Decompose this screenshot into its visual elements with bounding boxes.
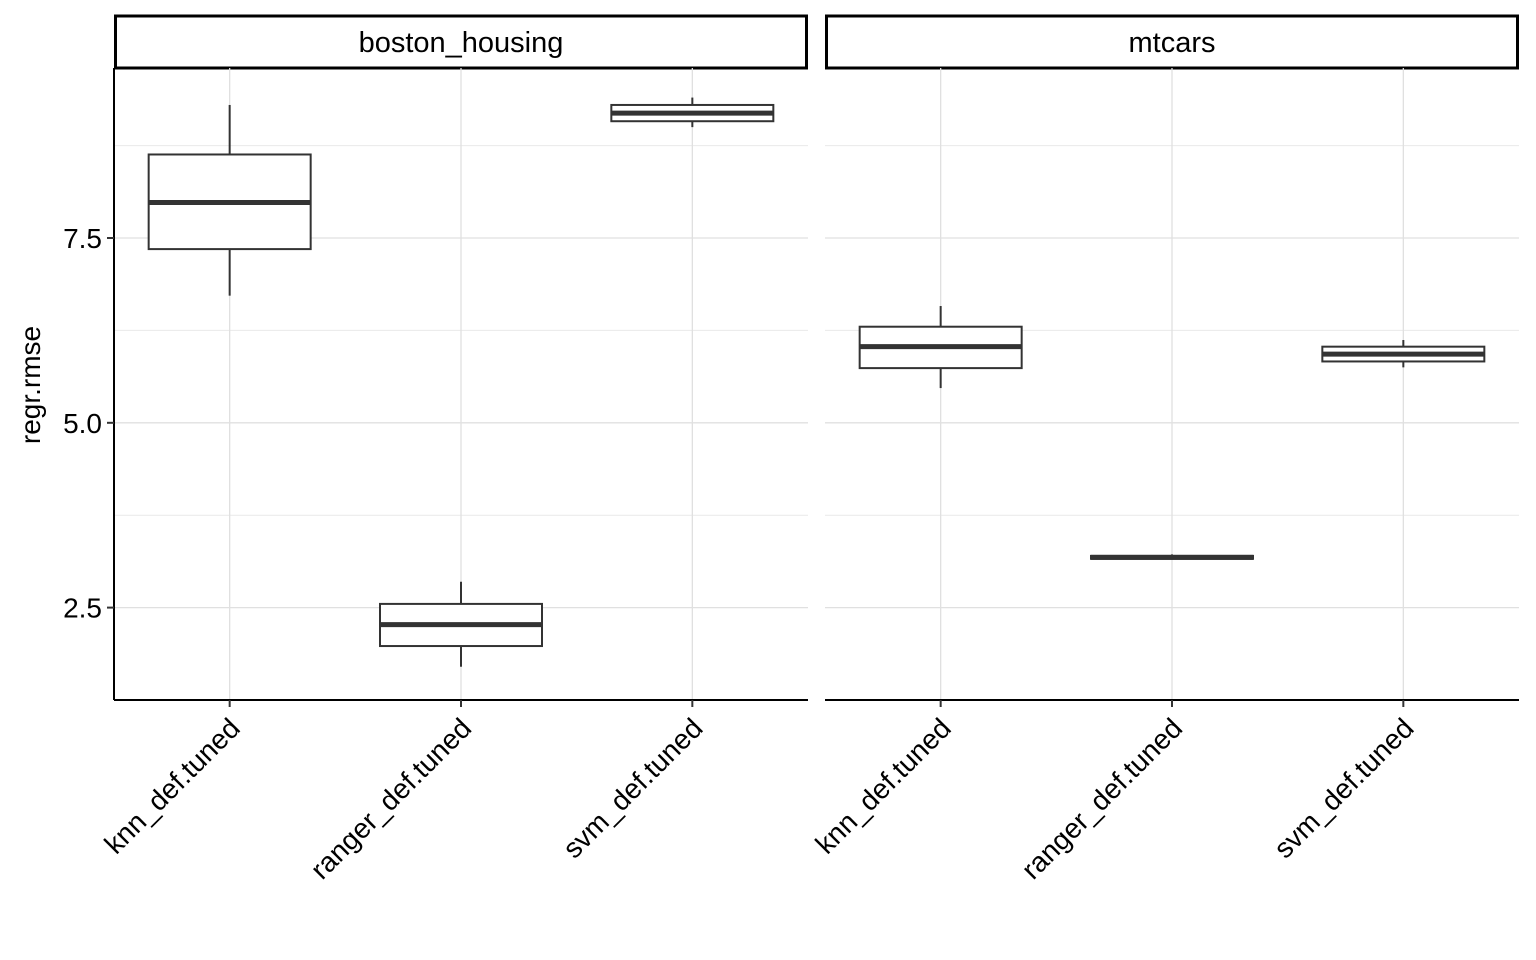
x-tick-label: ranger_def.tuned xyxy=(1016,712,1189,885)
facet-panels: boston_housing knn_def.tuned ranger_def.tu… xyxy=(98,14,1519,885)
y-tick-label: 2.5 xyxy=(63,593,102,624)
facet-label: boston_housing xyxy=(359,27,564,59)
box-knn-def-tuned xyxy=(147,104,312,296)
facet-label: mtcars xyxy=(1129,27,1216,59)
box-knn-def-tuned xyxy=(858,306,1023,389)
panel-boston-housing: boston_housing knn_def.tuned ranger_def.tu… xyxy=(98,14,808,885)
facet-strip xyxy=(825,14,1519,70)
x-tick-label: ranger_def.tuned xyxy=(305,712,478,885)
x-tick-label: svm_def.tuned xyxy=(1268,712,1420,864)
x-tick-label: svm_def.tuned xyxy=(557,712,709,864)
facet-strip xyxy=(114,14,808,70)
panel-mtcars: mtcars knn_def.tuned ranger_def.tuned svm_d… xyxy=(809,14,1519,885)
box-ranger-def-tuned xyxy=(1090,554,1254,560)
box-svm-def-tuned xyxy=(610,97,775,128)
y-tick-label: 7.5 xyxy=(63,223,102,254)
x-tick-label: knn_def.tuned xyxy=(98,712,245,859)
box-ranger-def-tuned xyxy=(379,581,543,667)
y-axis-title: regr.rmse xyxy=(15,326,46,444)
y-tick-label: 5.0 xyxy=(63,408,102,439)
x-tick-label: knn_def.tuned xyxy=(809,712,956,859)
box-svm-def-tuned xyxy=(1321,340,1486,368)
y-tick-labels: 2.5 5.0 7.5 xyxy=(63,223,114,624)
